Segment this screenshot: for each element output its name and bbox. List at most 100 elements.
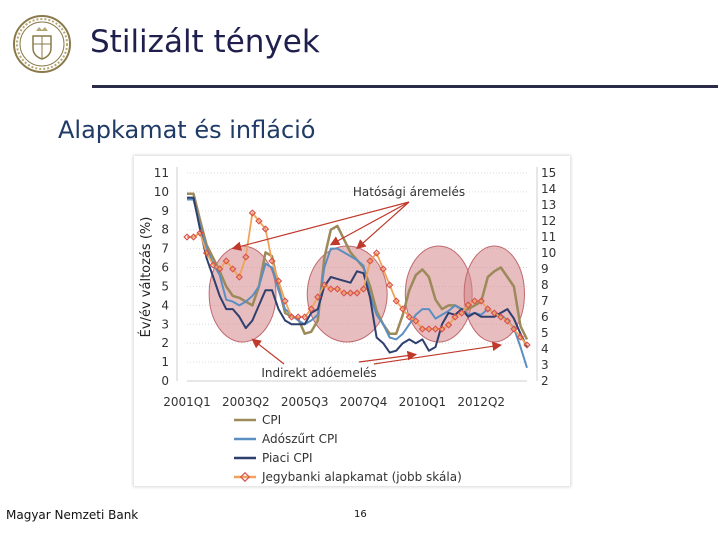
annotation-hatosagi-aremeles: Hatósági áremelés [353, 185, 465, 199]
rate-point-marker [359, 285, 368, 293]
y2-tick-label: 13 [541, 198, 556, 212]
y2-tick-label: 14 [541, 182, 556, 196]
y-axis-label: Év/év változás (%) [138, 217, 154, 338]
rate-point-marker [209, 261, 217, 269]
rate-point-marker [510, 325, 518, 333]
page-subtitle: Alapkamat és infláció [58, 116, 316, 144]
rate-point-marker [261, 225, 270, 233]
x-tick-label: 2007Q4 [340, 395, 388, 409]
legend-label: Adószűrt CPI [262, 432, 338, 446]
inflation-rate-chart: 01234567891011234567891011121314152001Q1… [138, 166, 556, 484]
rate-point-marker [235, 273, 243, 281]
footer-org: Magyar Nemzeti Bank [6, 508, 139, 522]
series-piaci-cpi-line [187, 196, 528, 354]
annotation-arrow [356, 201, 410, 250]
rate-point-marker [477, 297, 485, 305]
rate-point-marker [405, 313, 413, 321]
x-tick-label: 2010Q1 [399, 395, 447, 409]
x-tick-label: 2005Q3 [281, 395, 329, 409]
y-tick-label: 3 [161, 317, 169, 331]
rate-point-marker [425, 325, 433, 333]
rate-point-marker [464, 301, 472, 309]
rate-point-marker [346, 289, 355, 297]
rate-point-marker [333, 285, 342, 293]
rate-point-marker [516, 333, 525, 341]
y-tick-label: 4 [161, 298, 169, 312]
rate-point-marker [320, 281, 328, 289]
annotation-arrow [251, 338, 285, 365]
rate-point-marker [281, 297, 289, 305]
rate-point-marker [307, 305, 315, 313]
title-divider [92, 85, 718, 88]
annotation-arrow [373, 341, 503, 365]
rate-point-marker [183, 233, 191, 241]
rate-point-marker [314, 293, 322, 301]
rate-point-marker [202, 249, 211, 257]
rate-point-marker [523, 341, 531, 349]
legend-marker [239, 471, 251, 483]
rate-point-marker [418, 325, 427, 333]
y2-tick-label: 10 [541, 246, 556, 260]
rate-point-marker [392, 297, 400, 305]
mnb-logo [13, 15, 71, 73]
x-tick-label: 2003Q2 [222, 395, 270, 409]
rate-point-marker [189, 233, 198, 241]
rate-point-marker [255, 217, 263, 225]
rate-point-marker [444, 321, 453, 329]
rate-point-marker [497, 313, 505, 321]
rate-point-marker [379, 265, 387, 273]
rate-point-marker [196, 229, 204, 237]
rate-point-marker [353, 289, 361, 297]
y-tick-label: 0 [161, 374, 169, 388]
rate-point-marker [268, 257, 276, 265]
rate-point-marker [248, 209, 257, 217]
y2-tick-label: 9 [541, 262, 549, 276]
legend-label: Piaci CPI [262, 451, 313, 465]
y2-tick-label: 4 [541, 342, 549, 356]
annotation-arrow [358, 350, 418, 363]
annotation-arrow [329, 201, 410, 246]
y2-tick-label: 11 [541, 230, 556, 244]
rate-point-marker [366, 257, 374, 265]
y2-tick-label: 5 [541, 326, 549, 340]
rate-point-marker [503, 317, 512, 325]
rate-point-marker [451, 313, 459, 321]
y-tick-label: 9 [161, 204, 169, 218]
annotation-arrow [231, 201, 410, 251]
legend-label: CPI [262, 413, 281, 427]
rate-point-marker [431, 325, 440, 333]
rate-point-marker [412, 317, 420, 325]
y2-tick-label: 6 [541, 310, 549, 324]
rate-point-marker [287, 313, 296, 321]
rate-point-marker [242, 253, 250, 261]
highlight-ellipse [404, 245, 473, 343]
y-tick-label: 1 [161, 355, 169, 369]
rate-point-marker [222, 257, 230, 265]
y-tick-label: 11 [154, 166, 169, 180]
rate-point-marker [399, 305, 407, 313]
rate-point-marker [294, 313, 302, 321]
chart-panel: 0 1 2 3 4 5 6 7 8 9 10 11 2 3 4 5 6 7 8 9 10 11 12 13 14 15 2001Q1… [134, 156, 570, 486]
y-tick-label: 6 [161, 261, 169, 275]
y-tick-label: 10 [154, 185, 169, 199]
y-tick-label: 2 [161, 336, 169, 350]
x-tick-label: 2001Q1 [163, 395, 211, 409]
rate-point-marker [438, 325, 446, 333]
rate-point-marker [327, 285, 335, 293]
y-tick-label: 7 [161, 242, 169, 256]
y2-tick-label: 15 [541, 166, 556, 180]
y-tick-label: 8 [161, 223, 169, 237]
legend-label: Jegybanki alapkamat (jobb skála) [261, 470, 462, 484]
rate-point-marker [471, 297, 479, 305]
y2-tick-label: 2 [541, 374, 549, 388]
y-tick-label: 5 [161, 279, 169, 293]
y2-tick-label: 8 [541, 278, 549, 292]
rate-point-marker [484, 305, 492, 313]
page-title: Stilizált tények [90, 24, 320, 60]
rate-point-marker [274, 277, 283, 285]
x-tick-label: 2012Q2 [457, 395, 505, 409]
annotation-indirekt-adoemeles: Indirekt adóemelés [261, 366, 376, 380]
y2-tick-label: 7 [541, 294, 549, 308]
y2-tick-label: 12 [541, 214, 556, 228]
rate-point-marker [216, 265, 224, 273]
